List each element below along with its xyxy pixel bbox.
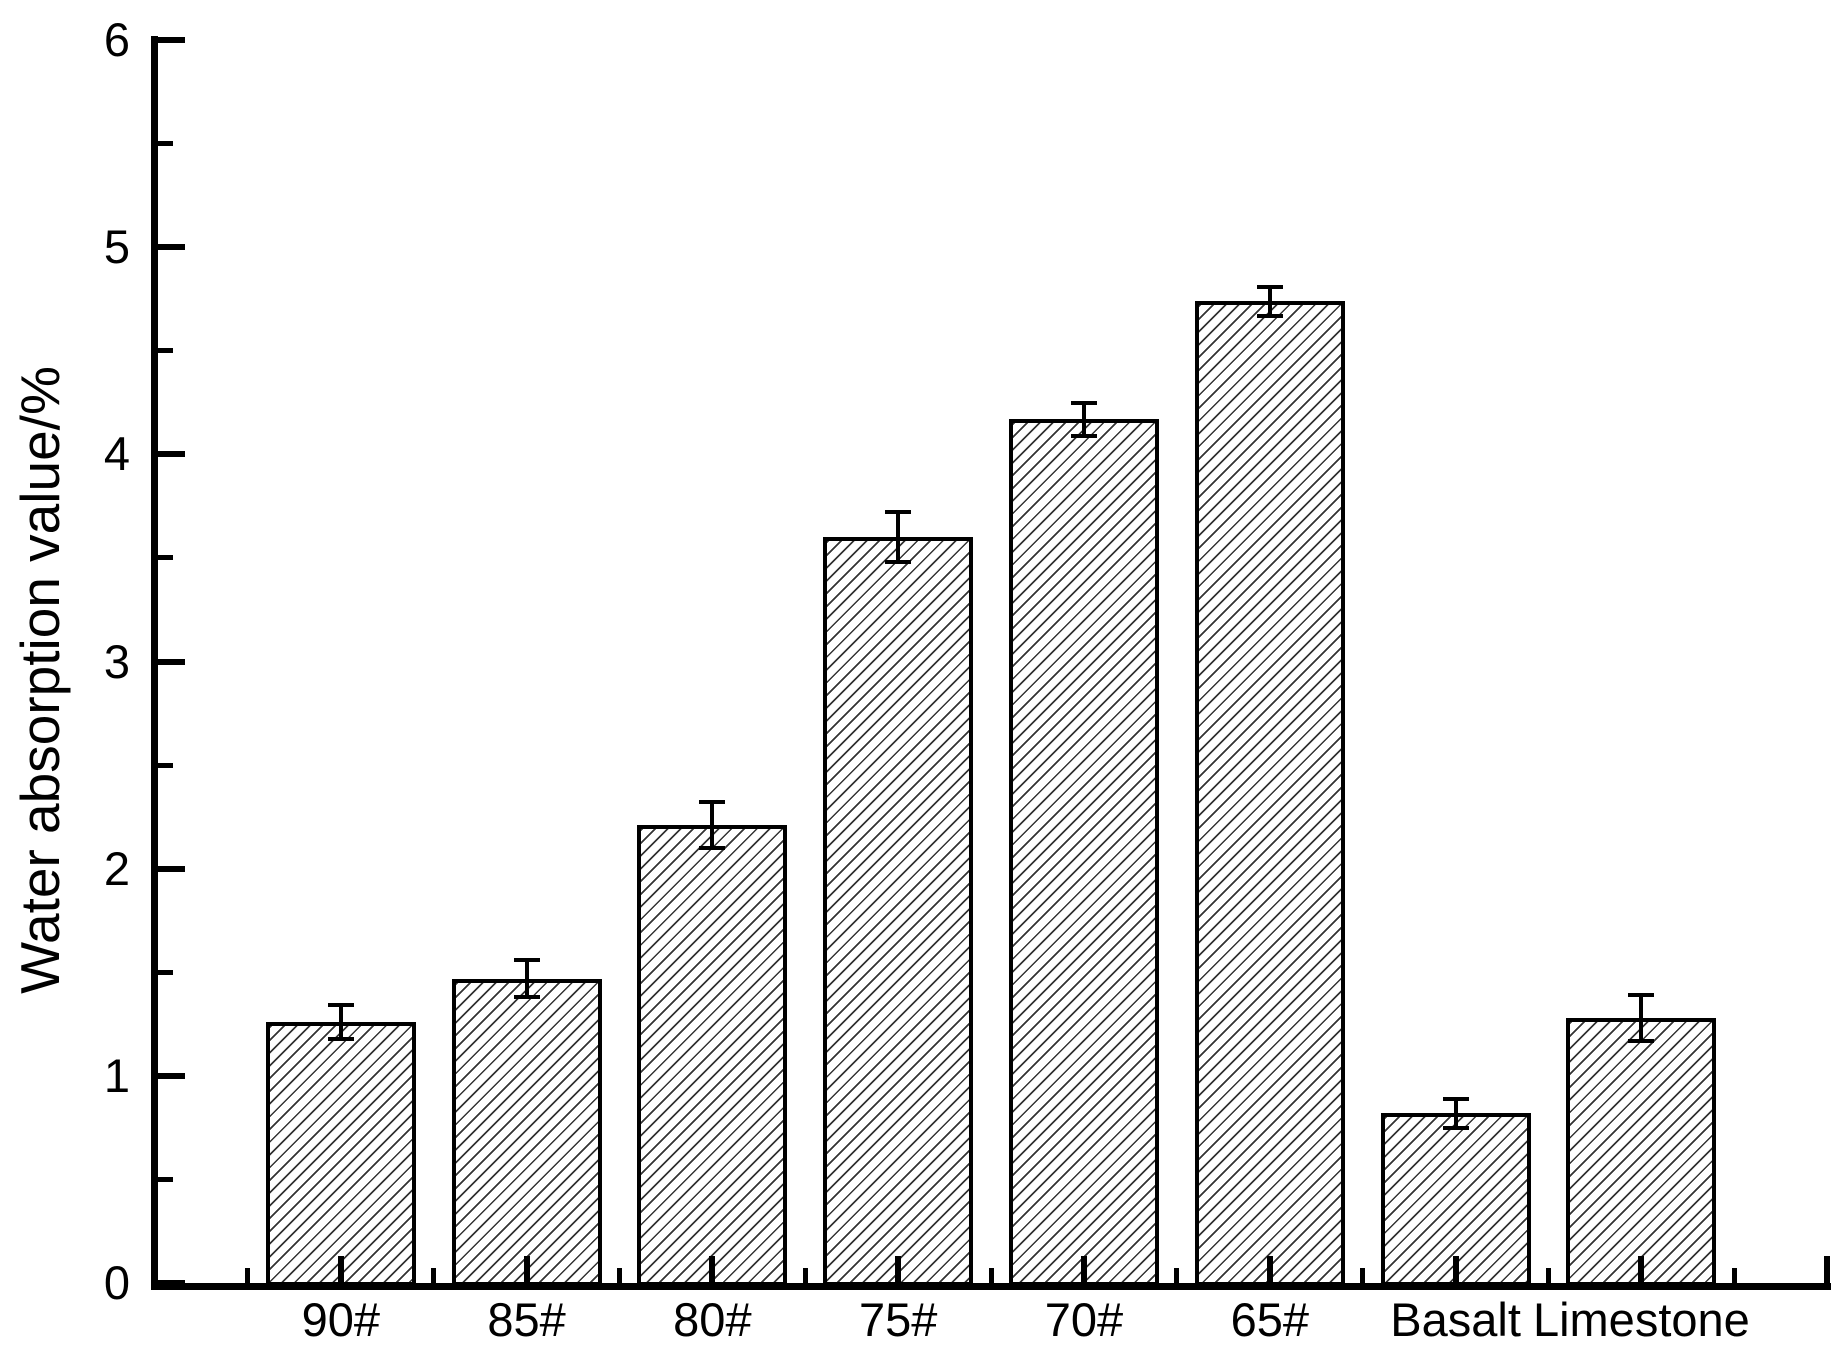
x-major-tick [1638, 1256, 1645, 1283]
error-bar [1267, 286, 1272, 316]
y-tick-label: 1 [103, 1048, 130, 1102]
error-bar [1639, 995, 1644, 1041]
x-minor-tick [1731, 1268, 1737, 1283]
error-bar-cap [327, 1003, 354, 1008]
y-major-tick [158, 1072, 185, 1079]
bar [1566, 1017, 1717, 1286]
error-bar-cap [1256, 284, 1283, 289]
y-major-tick [158, 865, 185, 872]
x-major-tick [895, 1256, 902, 1283]
x-tick-label: 85# [487, 1293, 566, 1346]
y-tick-label: 4 [103, 427, 130, 481]
error-bar-cap [1442, 1125, 1469, 1130]
y-tick-label: 3 [103, 634, 130, 688]
y-minor-tick [158, 1176, 173, 1182]
error-bar-cap [513, 995, 540, 1000]
error-bar [1453, 1098, 1458, 1128]
y-tick-label: 0 [103, 1256, 130, 1309]
y-tick-label: 6 [103, 13, 130, 66]
x-minor-tick [988, 1268, 994, 1283]
error-bar-cap [1071, 433, 1097, 438]
error-bar-cap [1628, 993, 1655, 997]
y-major-tick [158, 244, 185, 251]
y-major-tick [158, 658, 185, 665]
y-axis-line [151, 36, 158, 1290]
y-minor-tick [158, 762, 173, 768]
y-major-tick [158, 1280, 185, 1286]
error-bar [524, 959, 529, 998]
error-bar-cap [1628, 1038, 1655, 1043]
bar [823, 537, 974, 1286]
error-bar-cap [885, 510, 912, 515]
error-bar-cap [1071, 400, 1097, 405]
error-bar-cap [699, 800, 726, 805]
bar [637, 825, 788, 1286]
x-major-tick [523, 1256, 530, 1283]
x-minor-tick [802, 1268, 808, 1283]
y-major-tick [158, 37, 185, 43]
x-axis-line [151, 1283, 1831, 1290]
x-major-tick [1266, 1256, 1273, 1283]
bar [1194, 301, 1345, 1286]
x-minor-tick [1546, 1268, 1551, 1283]
x-tick-label: Basalt [1390, 1293, 1521, 1346]
x-tick-label: Limestone [1532, 1293, 1750, 1346]
bar [265, 1022, 416, 1286]
error-bar [1082, 402, 1086, 436]
x-tick-label: 65# [1230, 1293, 1309, 1346]
y-minor-tick [158, 969, 173, 975]
error-bar [710, 802, 715, 848]
x-minor-tick [245, 1268, 251, 1283]
error-bar-cap [327, 1036, 354, 1041]
x-minor-tick [1174, 1268, 1180, 1283]
error-bar-cap [1256, 313, 1283, 318]
x-major-tick [709, 1256, 716, 1283]
x-minor-tick [1360, 1268, 1366, 1283]
y-minor-tick [158, 348, 173, 354]
y-major-tick [158, 451, 185, 458]
x-major-tick [1081, 1256, 1087, 1283]
x-major-tick [1824, 1256, 1831, 1283]
y-minor-tick [158, 555, 173, 561]
x-major-tick [1452, 1256, 1459, 1283]
bar [451, 978, 602, 1286]
error-bar [338, 1005, 343, 1039]
y-tick-label: 5 [103, 220, 130, 274]
x-tick-label: 70# [1044, 1293, 1124, 1346]
error-bar-cap [885, 560, 912, 564]
y-tick-label: 2 [103, 841, 130, 895]
x-minor-tick [431, 1268, 437, 1283]
x-minor-tick [617, 1268, 622, 1283]
x-tick-label: 90# [301, 1293, 380, 1346]
error-bar [896, 512, 901, 562]
x-tick-label: 75# [858, 1293, 938, 1346]
y-minor-tick [158, 141, 173, 147]
x-tick-label: 80# [673, 1293, 752, 1346]
x-major-tick [337, 1256, 344, 1283]
error-bar-cap [513, 957, 540, 962]
error-bar-cap [1442, 1096, 1469, 1101]
bar [1009, 419, 1159, 1286]
error-bar-cap [699, 845, 726, 850]
